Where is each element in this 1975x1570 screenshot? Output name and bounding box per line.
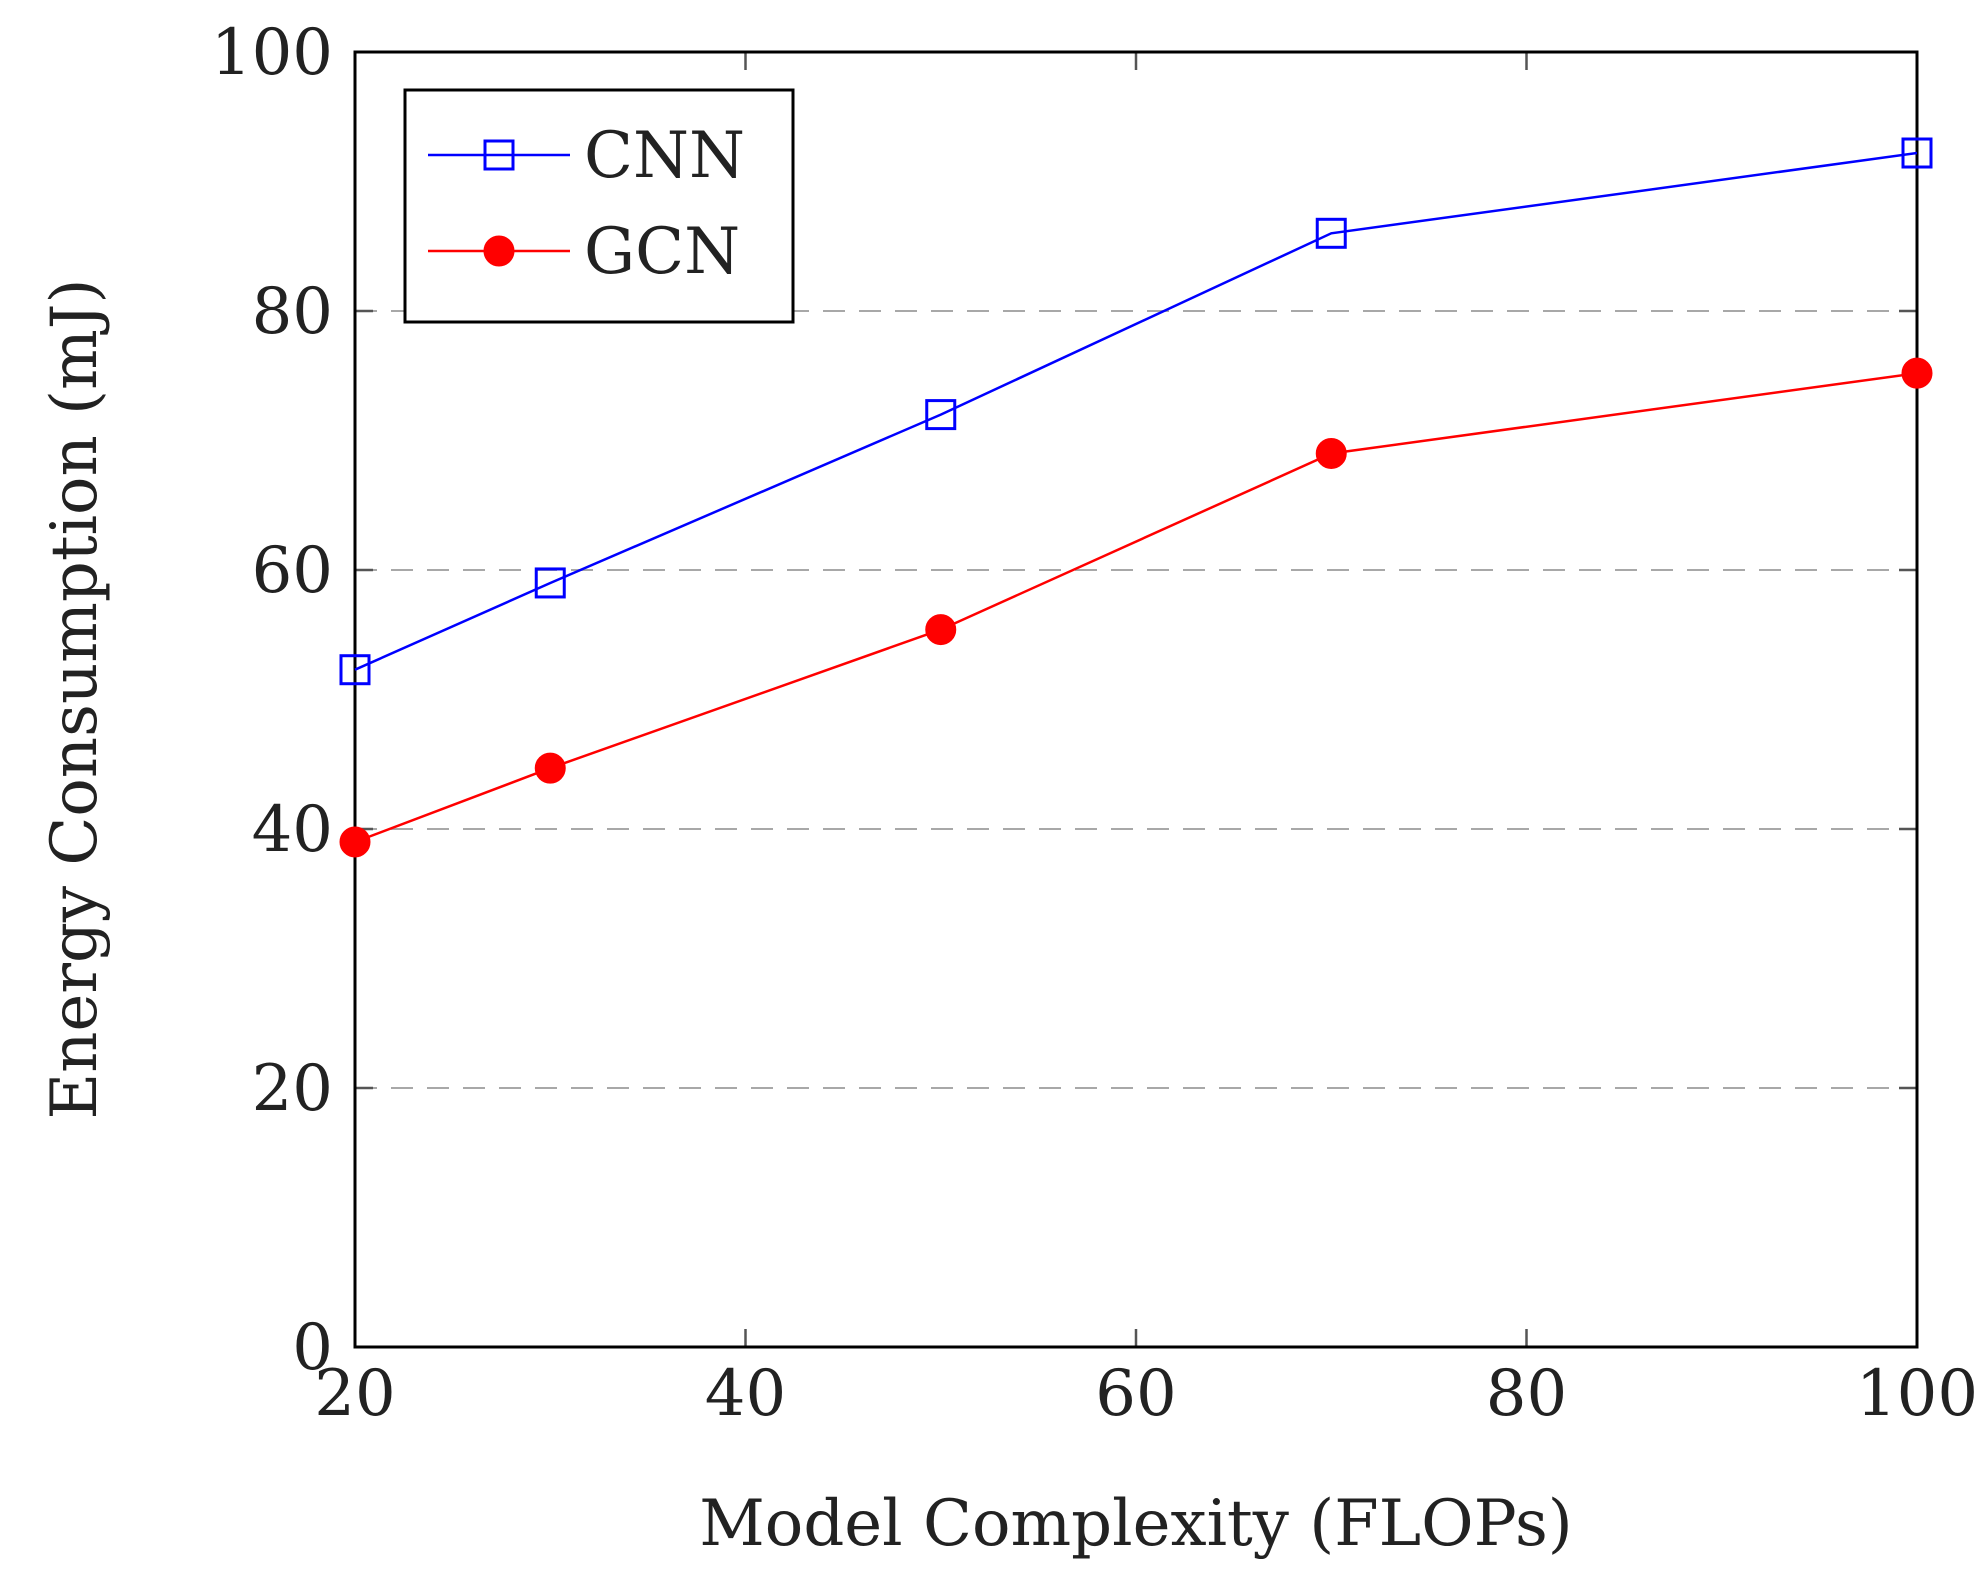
y-tick-label: 80 bbox=[252, 275, 333, 349]
cnn-point bbox=[339, 654, 371, 686]
grid-lines bbox=[355, 310, 1917, 1089]
y-tick-label: 60 bbox=[252, 534, 333, 608]
y-tick-label: 40 bbox=[252, 793, 333, 867]
x-axis-title: Model Complexity (FLOPs) bbox=[699, 1487, 1573, 1561]
gcn-point bbox=[925, 614, 957, 646]
gcn-line bbox=[354, 371, 1918, 844]
series-gcn bbox=[339, 357, 1933, 858]
plot-frame bbox=[353, 50, 1919, 1349]
y-tick-label: 0 bbox=[292, 1311, 333, 1385]
legend-item-cnn: CNN bbox=[428, 119, 745, 193]
x-tick-label: 60 bbox=[1095, 1357, 1176, 1431]
legend-label: CNN bbox=[584, 119, 745, 193]
cnn-point bbox=[1315, 217, 1347, 249]
gcn-point bbox=[339, 826, 371, 858]
cnn-point bbox=[534, 567, 566, 599]
gcn-point bbox=[1901, 357, 1933, 389]
x-tick-label: 100 bbox=[1856, 1357, 1975, 1431]
cnn-line bbox=[354, 151, 1918, 671]
x-tick-label: 40 bbox=[705, 1357, 786, 1431]
series-cnn bbox=[339, 137, 1933, 686]
legend-box bbox=[403, 88, 795, 324]
legend-marker bbox=[483, 139, 515, 171]
legend-marker bbox=[483, 235, 515, 267]
series-layer bbox=[339, 137, 1933, 858]
cnn-point bbox=[1901, 137, 1933, 169]
x-tick-label: 80 bbox=[1486, 1357, 1567, 1431]
y-tick-label: 20 bbox=[252, 1052, 333, 1126]
x-tick-label: 20 bbox=[314, 1357, 395, 1431]
y-tick-label: 100 bbox=[211, 16, 333, 90]
legend-label: GCN bbox=[584, 215, 740, 289]
cnn-point bbox=[925, 399, 957, 431]
y-axis-title: Energy Consumption (mJ) bbox=[38, 279, 112, 1120]
gcn-point bbox=[1315, 437, 1347, 469]
gcn-point bbox=[534, 752, 566, 784]
legend-item-gcn: GCN bbox=[428, 215, 740, 289]
legend: CNN GCN bbox=[403, 88, 795, 324]
